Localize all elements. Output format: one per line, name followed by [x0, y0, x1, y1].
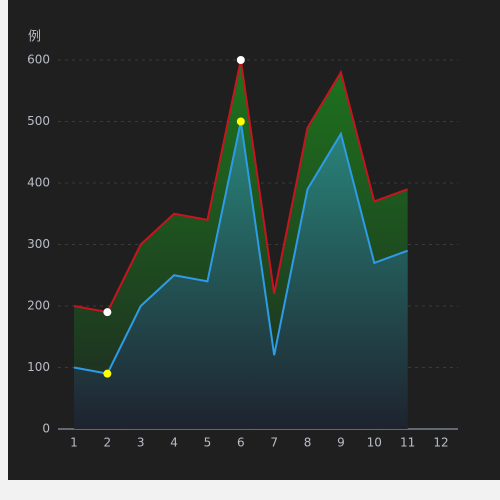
- area: [74, 121, 408, 429]
- y-tick-label: 500: [27, 114, 50, 128]
- y-axis-label: 例: [28, 30, 41, 45]
- x-tick-label: 3: [137, 436, 145, 450]
- marker-max: [236, 117, 245, 126]
- x-tick-label: 9: [337, 436, 345, 450]
- y-tick-label: 200: [27, 299, 50, 313]
- x-tick-label: 5: [204, 436, 212, 450]
- marker-min: [103, 308, 112, 317]
- marker-min: [103, 369, 112, 378]
- x-tick-label: 10: [367, 436, 382, 450]
- marker-max: [236, 56, 245, 64]
- x-tick-label: 11: [400, 436, 415, 450]
- x-tick-label: 1: [70, 436, 78, 450]
- x-tick-label: 2: [104, 436, 112, 450]
- x-tick-label: 8: [304, 436, 312, 450]
- y-tick-label: 300: [27, 237, 50, 251]
- y-tick-label: 600: [27, 53, 50, 67]
- x-tick-label: 6: [237, 436, 245, 450]
- x-tick-label: 4: [170, 436, 178, 450]
- x-tick-label: 7: [270, 436, 278, 450]
- y-tick-label: 400: [27, 176, 50, 190]
- y-tick-label: 100: [27, 360, 50, 374]
- y-tick-label: 0: [42, 422, 50, 436]
- x-tick-label: 12: [433, 436, 448, 450]
